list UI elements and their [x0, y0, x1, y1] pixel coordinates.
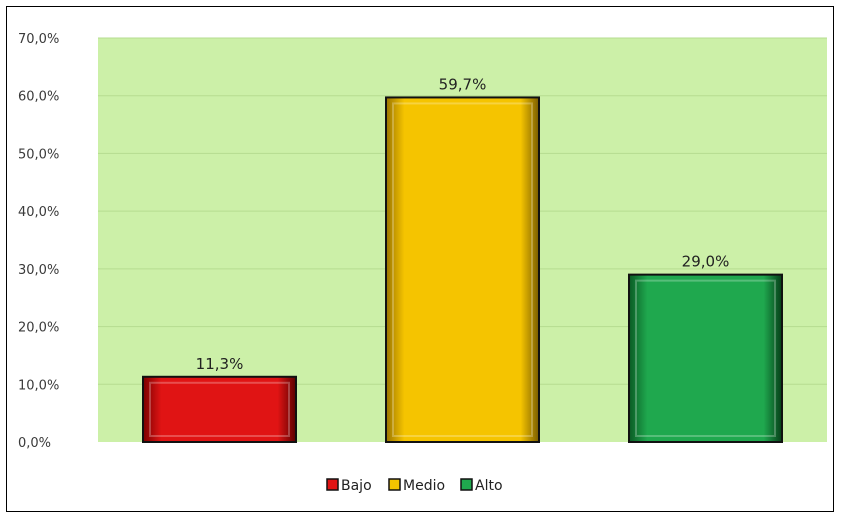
y-tick-label: 70,0% — [18, 32, 59, 47]
y-tick-label: 50,0% — [18, 147, 59, 162]
y-tick-label: 20,0% — [18, 321, 59, 336]
legend-swatch — [388, 478, 401, 491]
legend-label: Medio — [403, 478, 445, 494]
legend-label: Alto — [475, 478, 503, 494]
bar-medio — [385, 96, 540, 444]
y-tick-label: 10,0% — [18, 378, 59, 393]
y-tick-label: 30,0% — [18, 263, 59, 278]
legend-label: Bajo — [341, 478, 372, 494]
bar-bevel — [635, 279, 776, 437]
legend-swatch — [460, 478, 473, 491]
bar-bevel — [392, 102, 533, 438]
bar-alto — [628, 273, 783, 443]
bar-bevel — [149, 381, 290, 438]
data-label: 29,0% — [682, 253, 730, 271]
y-tick-label: 60,0% — [18, 90, 59, 105]
legend-swatch — [326, 478, 339, 491]
data-labels: 11,3% 59,7% 29,0% — [196, 75, 730, 372]
legend: Bajo Medio Alto — [326, 478, 503, 494]
y-tick-label: 0,0% — [18, 436, 51, 451]
bars — [142, 96, 783, 444]
y-axis: 0,0% 10,0% 20,0% 30,0% 40,0% 50,0% 60,0% 70,0% — [18, 32, 59, 451]
data-label: 59,7% — [439, 75, 487, 93]
bar-bajo — [142, 375, 297, 444]
data-label: 11,3% — [196, 355, 244, 373]
y-tick-label: 40,0% — [18, 205, 59, 220]
